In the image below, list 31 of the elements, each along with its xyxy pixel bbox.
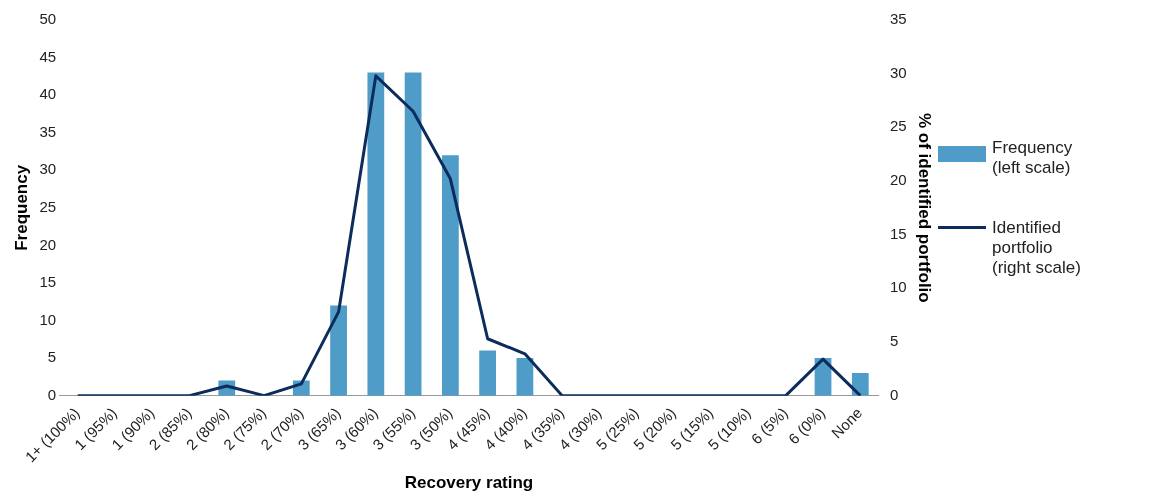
y-tick-label: 10 (39, 310, 57, 328)
y2-tick-label: 20 (889, 171, 907, 189)
y-tick-label: 40 (39, 85, 57, 103)
y2-tick-label: 0 (889, 385, 899, 403)
bar (441, 155, 459, 396)
bar (516, 358, 534, 396)
y2-axis-title: % of identified portfolio (915, 112, 935, 303)
y2-tick-label: 10 (889, 278, 907, 296)
y-tick-label: 30 (39, 160, 57, 178)
y2-tick-label: 30 (889, 63, 907, 81)
legend-label: Identified portfolio (right scale) (992, 218, 1082, 278)
y2-tick-label: 25 (889, 117, 907, 135)
y2-tick-label: 5 (889, 332, 899, 350)
y-tick-label: 45 (39, 47, 57, 65)
bar (330, 305, 347, 396)
bar (479, 350, 497, 396)
bar (851, 373, 869, 396)
y2-tick-label: 35 (889, 10, 907, 28)
y-tick-label: 20 (39, 235, 57, 253)
y-axis-title: Frequency (11, 164, 31, 251)
bar (367, 72, 385, 396)
y2-tick-label: 15 (889, 224, 907, 242)
y-tick-label: 35 (39, 122, 57, 140)
y-tick-label: 15 (39, 273, 57, 291)
y-tick-label: 25 (39, 197, 57, 215)
x-axis-title: Recovery rating (404, 473, 534, 493)
legend-label: Frequency (left scale) (992, 138, 1074, 178)
y-tick-label: 0 (47, 385, 57, 403)
y-tick-label: 50 (39, 10, 57, 28)
bar (404, 72, 422, 396)
y-tick-label: 5 (47, 348, 57, 366)
